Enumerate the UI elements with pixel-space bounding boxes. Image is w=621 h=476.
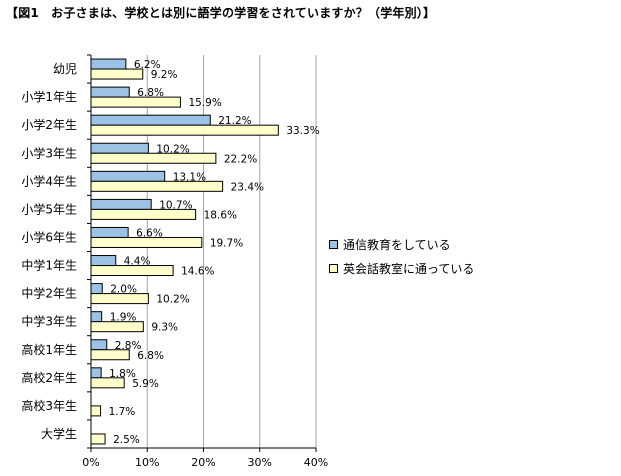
category-label: 高校1年生 — [21, 342, 77, 357]
data-label: 6.6% — [136, 227, 163, 239]
bar-series-1 — [90, 170, 166, 182]
bar-series-2 — [90, 124, 279, 136]
data-label: 10.2% — [156, 294, 189, 306]
legend-item-series-2: 英会話教室に通っている — [329, 260, 474, 277]
x-tick-label: 10% — [135, 456, 159, 469]
category-label: 小学5年生 — [21, 201, 77, 216]
bar-series-2 — [90, 265, 174, 277]
category-label: 幼児 — [53, 62, 77, 76]
legend-swatch-series-1 — [329, 240, 338, 249]
bar-series-2 — [90, 405, 102, 417]
data-label: 23.4% — [231, 181, 264, 193]
category-label: 小学3年生 — [21, 145, 77, 160]
category-label: 高校3年生 — [21, 398, 77, 413]
legend-swatch-series-2 — [329, 264, 338, 273]
x-tick-label: 20% — [191, 456, 215, 469]
bar-series-2 — [90, 236, 203, 248]
data-label: 15.9% — [188, 97, 221, 109]
category-label: 大学生 — [41, 426, 77, 441]
bar-series-1 — [90, 311, 103, 323]
category-label: 中学1年生 — [21, 258, 77, 273]
data-label: 10.7% — [159, 199, 192, 211]
data-label: 1.8% — [109, 368, 136, 380]
bar-series-2 — [90, 180, 224, 192]
category-label: 小学6年生 — [21, 229, 77, 244]
data-label: 1.7% — [109, 406, 136, 418]
chart-title: 【図1 お子さまは、学校とは別に語学の学習をされていますか？（学年別）】 — [6, 6, 436, 20]
bar-series-1 — [90, 255, 117, 267]
bar-series-1 — [90, 58, 127, 70]
data-label: 14.6% — [181, 266, 214, 278]
bar-series-1 — [90, 198, 152, 210]
category-label: 小学4年生 — [21, 173, 77, 188]
bar-series-2 — [90, 433, 106, 445]
data-label: 19.7% — [210, 237, 243, 249]
bar-series-1 — [90, 367, 102, 379]
data-label: 10.2% — [156, 143, 189, 155]
bar-series-1 — [90, 86, 130, 98]
bar-series-1 — [90, 339, 108, 351]
data-label: 2.0% — [110, 284, 137, 296]
bar-series-2 — [90, 321, 144, 333]
data-label: 9.2% — [151, 69, 178, 81]
category-label: 中学3年生 — [21, 314, 77, 329]
bar-series-2 — [90, 68, 144, 80]
bar-series-1 — [90, 114, 211, 126]
data-label: 9.3% — [151, 322, 178, 334]
bar-series-2 — [90, 96, 181, 108]
data-label: 18.6% — [204, 209, 237, 221]
bar-series-1 — [90, 142, 149, 154]
legend-label-series-2: 英会話教室に通っている — [343, 262, 475, 276]
data-label: 4.4% — [124, 256, 151, 268]
legend-item-series-1: 通信教育をしている — [329, 236, 451, 253]
bar-series-2 — [90, 377, 125, 389]
bar-series-2 — [90, 349, 130, 361]
x-tick-label: 30% — [248, 456, 272, 469]
category-label: 中学2年生 — [21, 286, 77, 301]
data-label: 22.2% — [224, 153, 257, 165]
bar-series-2 — [90, 152, 217, 164]
bar-series-1 — [90, 226, 129, 238]
data-label: 6.8% — [137, 87, 164, 99]
bar-series-1 — [90, 283, 103, 295]
bar-series-2 — [90, 208, 197, 220]
category-label: 小学2年生 — [21, 117, 77, 132]
x-tick-label: 0% — [82, 456, 99, 469]
x-tick-label: 40% — [304, 456, 328, 469]
data-label: 1.9% — [110, 312, 137, 324]
data-label: 13.1% — [173, 171, 206, 183]
category-label: 高校2年生 — [21, 370, 77, 385]
data-label: 2.5% — [113, 434, 140, 446]
data-label: 21.2% — [218, 115, 251, 127]
bar-series-2 — [90, 293, 149, 305]
data-label: 33.3% — [286, 125, 319, 137]
category-label: 小学1年生 — [21, 89, 77, 104]
data-label: 5.9% — [132, 378, 159, 390]
legend-label-series-1: 通信教育をしている — [343, 238, 451, 252]
data-label: 6.2% — [134, 59, 161, 71]
data-label: 6.8% — [137, 350, 164, 362]
data-label: 2.8% — [115, 340, 142, 352]
